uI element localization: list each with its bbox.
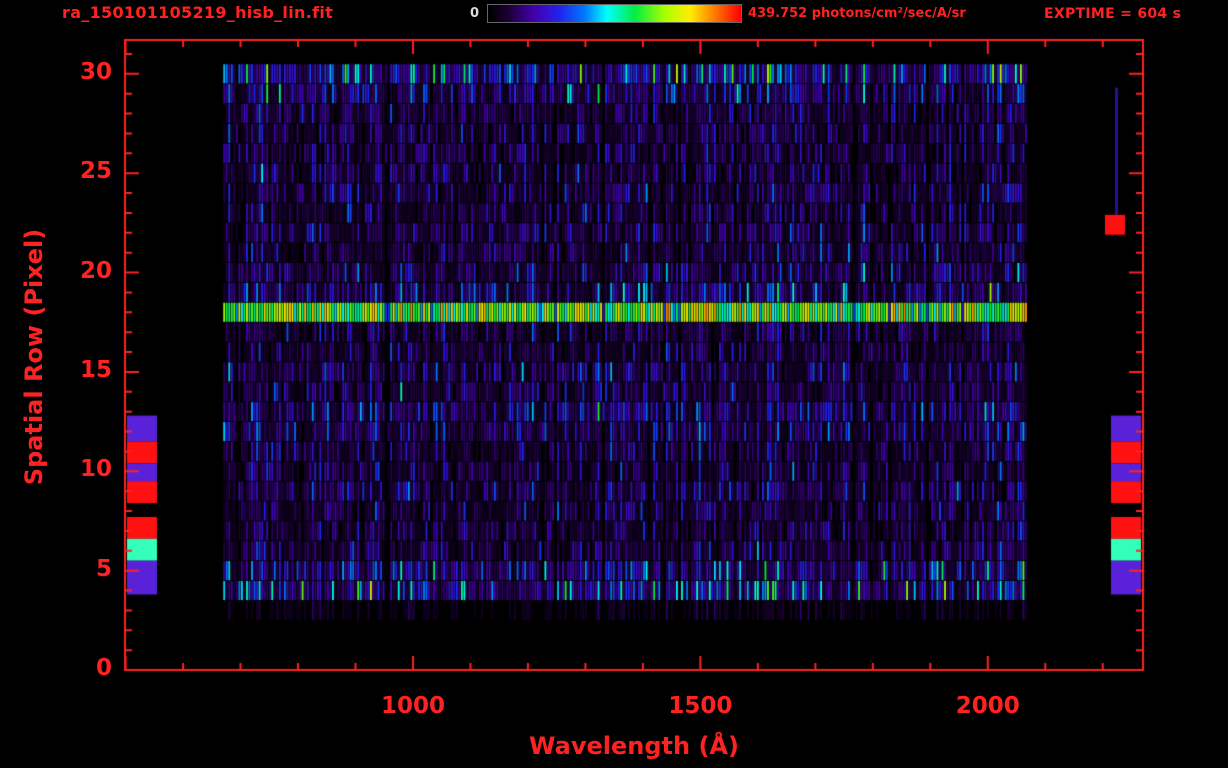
exptime-label: EXPTIME = 604 s — [1044, 6, 1182, 22]
filename-title: ra_150101105219_hisb_lin.fit — [62, 3, 334, 22]
x-tick-label: 1500 — [668, 693, 733, 719]
colorbar-max-label: 439.752 photons/cm²/sec/A/sr — [748, 6, 966, 21]
y-tick-label: 10 — [79, 456, 112, 483]
x-tick-label: 2000 — [955, 693, 1020, 719]
x-tick-label: 1000 — [380, 693, 445, 719]
colorbar-gradient — [487, 4, 742, 23]
y-tick-label: 20 — [79, 257, 112, 284]
y-tick-label: 15 — [79, 356, 112, 383]
y-tick-label: 0 — [95, 655, 112, 681]
x-axis-title: Wavelength (Å) — [529, 732, 739, 760]
y-tick-label: 25 — [79, 158, 112, 185]
y-axis-title: Spatial Row (Pixel) — [19, 228, 48, 486]
colorbar-min-label: 0 — [470, 6, 480, 21]
y-tick-label: 30 — [79, 58, 112, 85]
y-tick-label: 5 — [95, 555, 112, 582]
